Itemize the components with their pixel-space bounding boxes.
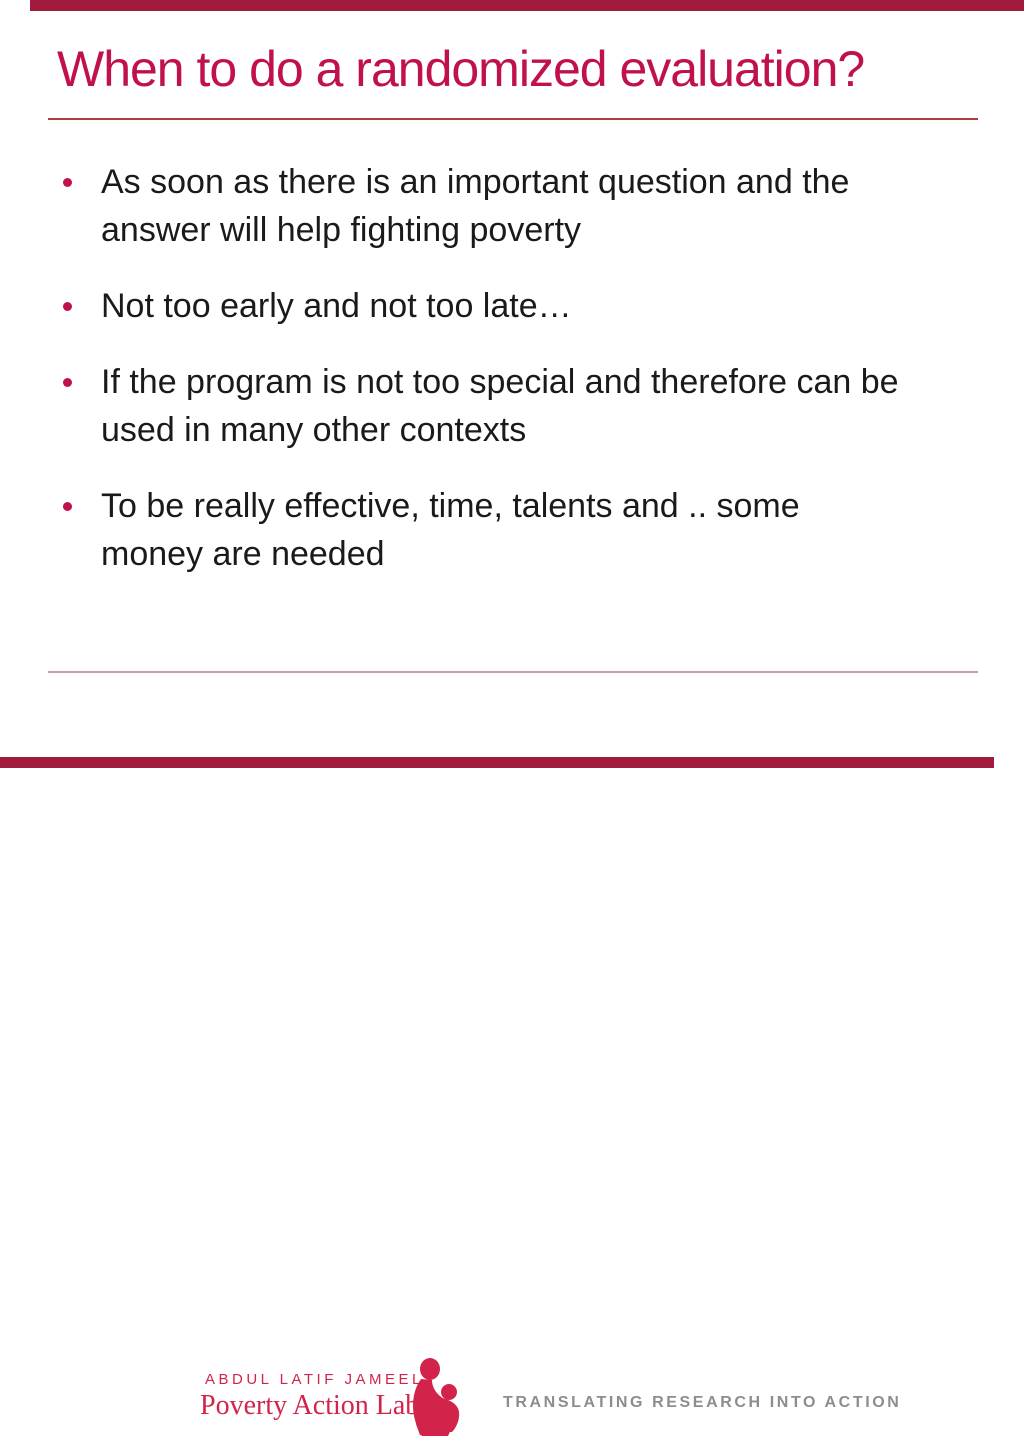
bullet-text: Not too early and not too late… (101, 287, 572, 325)
title-divider (48, 118, 978, 120)
bullet-icon (63, 502, 72, 511)
list-item: To be really effective, time, talents an… (60, 482, 970, 578)
bottom-edge-bar (0, 757, 994, 768)
top-edge-bar (30, 0, 1024, 11)
footer-tagline: TRANSLATING RESEARCH INTO ACTION (503, 1394, 902, 1411)
footer: ABDUL LATIF JAMEEL Poverty Action Lab TR… (0, 672, 1024, 1436)
list-item: As soon as there is an important questio… (60, 158, 970, 254)
bullet-text: To be really effective, time, talents an… (101, 487, 800, 573)
logo-text-abdul-latif-jameel: ABDUL LATIF JAMEEL (205, 1371, 424, 1388)
logo-text-poverty-action-lab: Poverty Action Lab (200, 1390, 420, 1421)
bullet-icon (63, 378, 72, 387)
page-title: When to do a randomized evaluation? (57, 41, 865, 97)
bullet-list: As soon as there is an important questio… (60, 158, 970, 606)
bullet-icon (63, 178, 72, 187)
bullet-icon (63, 302, 72, 311)
list-item: Not too early and not too late… (60, 282, 970, 330)
footer-divider (48, 671, 978, 673)
mother-and-child-icon (413, 1358, 460, 1436)
list-item: If the program is not too special and th… (60, 358, 970, 454)
bullet-text: If the program is not too special and th… (101, 363, 899, 449)
bullet-text: As soon as there is an important questio… (101, 163, 850, 249)
